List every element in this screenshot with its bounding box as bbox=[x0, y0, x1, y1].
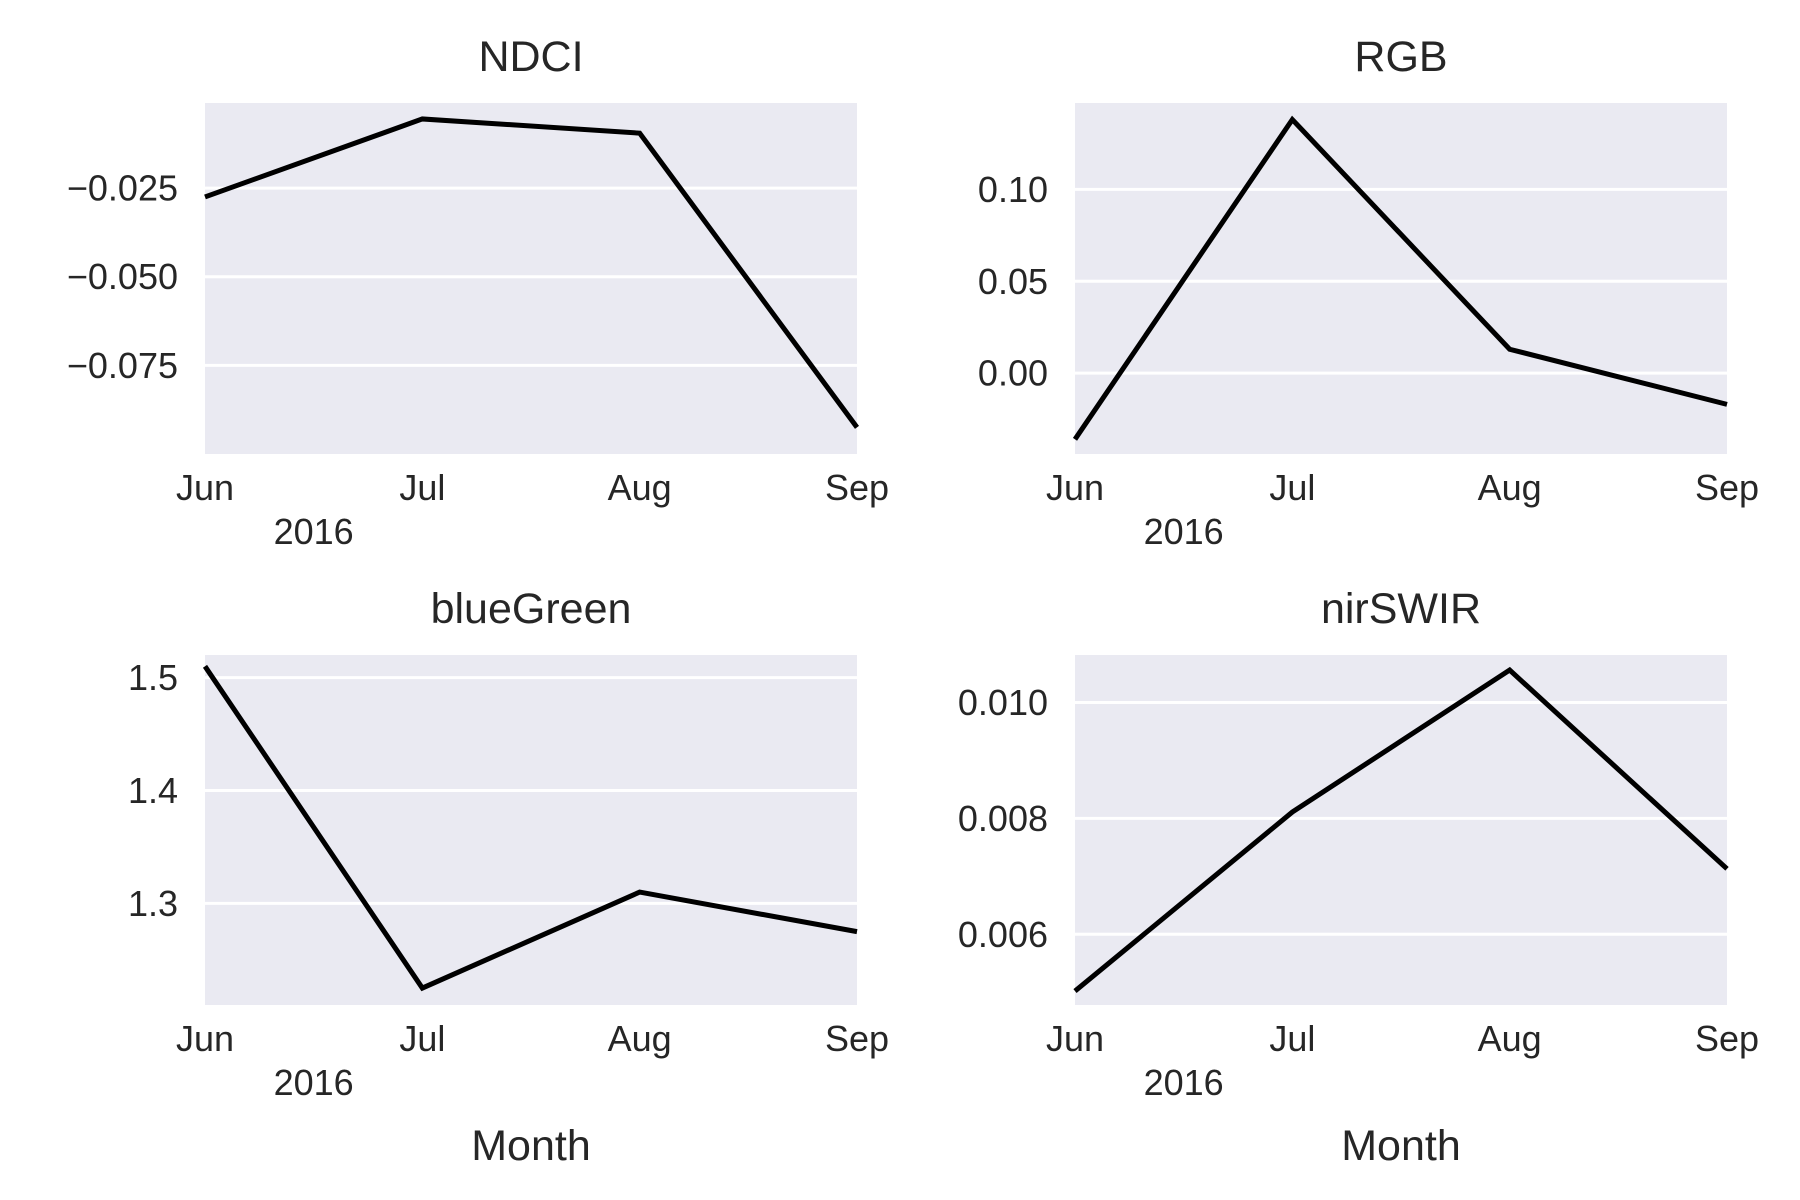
subplot-1: 0.00 0.05 0.10 Jun Jul Aug Sep 2016 RGB bbox=[978, 33, 1759, 552]
chart-title: RGB bbox=[1354, 33, 1447, 81]
x-tick-label: Jul bbox=[1269, 467, 1315, 508]
y-tick-label: −0.025 bbox=[67, 168, 178, 209]
x-year-label: 2016 bbox=[1144, 511, 1224, 552]
subplot-2: 1.3 1.4 1.5 Jun Jul Aug Sep 2016 blueGreen Month bbox=[128, 585, 889, 1170]
y-tick-label: 0.006 bbox=[958, 914, 1048, 955]
x-axis-label: Month bbox=[471, 1122, 591, 1170]
x-tick-label: Jun bbox=[1046, 1018, 1104, 1059]
plot-area-background bbox=[1075, 103, 1727, 454]
x-year-label: 2016 bbox=[274, 1062, 354, 1103]
x-year-label: 2016 bbox=[274, 511, 354, 552]
chart-title: nirSWIR bbox=[1321, 585, 1481, 633]
x-tick-label: Sep bbox=[1695, 467, 1759, 508]
x-tick-label: Sep bbox=[825, 1018, 889, 1059]
subplot-0: −0.075 −0.050 −0.025 Jun Jul Aug Sep 2016 NDCI bbox=[67, 33, 889, 552]
x-year-label: 2016 bbox=[1144, 1062, 1224, 1103]
x-tick-label: Sep bbox=[825, 467, 889, 508]
x-tick-label: Jun bbox=[1046, 467, 1104, 508]
x-tick-label: Aug bbox=[608, 1018, 672, 1059]
series-line bbox=[202, 664, 858, 992]
subplot-3: 0.006 0.008 0.010 Jun Jul Aug Sep 2016 nirSWIR Mo… bbox=[958, 585, 1759, 1170]
plot-area-background bbox=[1075, 655, 1727, 1005]
y-tick-label: 0.010 bbox=[958, 682, 1048, 723]
y-tick-label: 1.5 bbox=[128, 657, 178, 698]
chart-title: blueGreen bbox=[431, 585, 632, 633]
x-tick-label: Aug bbox=[1478, 467, 1542, 508]
series-line bbox=[1072, 115, 1728, 441]
x-tick-label: Jul bbox=[399, 467, 445, 508]
y-tick-label: 1.4 bbox=[128, 770, 178, 811]
y-tick-label: 0.10 bbox=[978, 169, 1048, 210]
series-line bbox=[204, 116, 860, 429]
x-tick-label: Jul bbox=[399, 1018, 445, 1059]
y-tick-label: −0.075 bbox=[67, 345, 178, 386]
x-tick-label: Aug bbox=[1478, 1018, 1542, 1059]
y-tick-label: 0.008 bbox=[958, 798, 1048, 839]
y-tick-label: 0.00 bbox=[978, 353, 1048, 394]
series-line bbox=[1073, 666, 1729, 994]
y-tick-label: 0.05 bbox=[978, 261, 1048, 302]
x-tick-label: Jul bbox=[1269, 1018, 1315, 1059]
plot-area-background bbox=[205, 655, 857, 1005]
x-axis-label: Month bbox=[1341, 1122, 1461, 1170]
x-tick-label: Sep bbox=[1695, 1018, 1759, 1059]
chart-title: NDCI bbox=[478, 33, 583, 81]
plot-area-background bbox=[205, 103, 857, 454]
y-tick-label: 1.3 bbox=[128, 883, 178, 924]
x-tick-label: Jun bbox=[176, 1018, 234, 1059]
x-tick-label: Jun bbox=[176, 467, 234, 508]
x-tick-label: Aug bbox=[608, 467, 672, 508]
y-tick-label: −0.050 bbox=[67, 256, 178, 297]
